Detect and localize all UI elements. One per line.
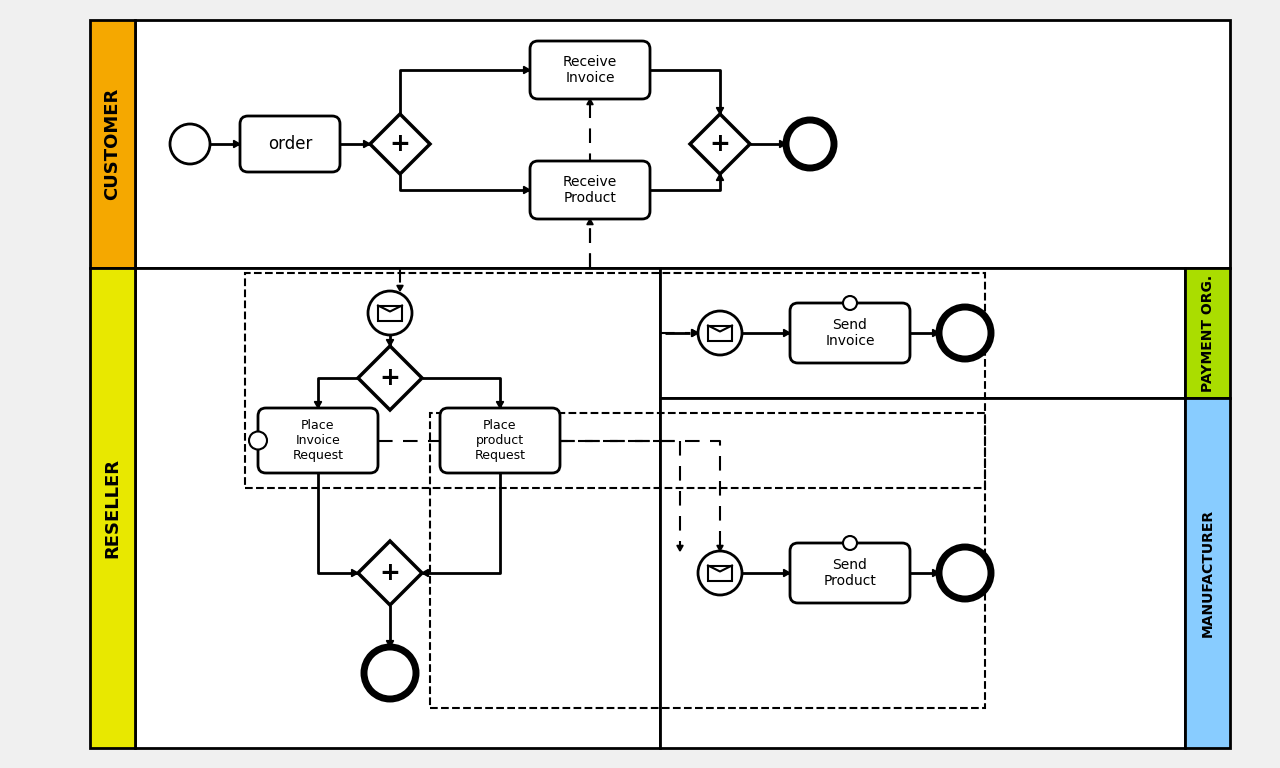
FancyBboxPatch shape [530,161,650,219]
Polygon shape [717,174,723,180]
Polygon shape [387,641,394,647]
Bar [90,20,134,268]
Text: MANUFACTURER: MANUFACTURER [1201,509,1215,637]
Polygon shape [397,286,403,291]
Bar [1185,398,1230,748]
Polygon shape [358,541,422,605]
Bar [660,268,1185,398]
Polygon shape [378,306,402,320]
Text: order: order [268,135,312,153]
Polygon shape [352,569,358,577]
Polygon shape [387,339,394,346]
Polygon shape [783,569,790,577]
Polygon shape [358,346,422,410]
Polygon shape [933,329,940,336]
FancyBboxPatch shape [259,408,378,473]
Text: RESELLER: RESELLER [104,458,122,558]
Polygon shape [586,219,593,224]
FancyBboxPatch shape [241,116,340,172]
Polygon shape [422,569,429,577]
FancyBboxPatch shape [790,303,910,363]
Circle shape [844,536,858,550]
FancyBboxPatch shape [440,408,561,473]
Bar [90,268,134,748]
Polygon shape [691,329,698,336]
Polygon shape [717,545,723,551]
Text: +: + [389,132,411,156]
Polygon shape [315,402,321,408]
Text: Send
Invoice: Send Invoice [826,318,874,348]
Text: Receive
Invoice: Receive Invoice [563,55,617,85]
Polygon shape [780,141,786,147]
Text: Place
Invoice
Request: Place Invoice Request [293,419,343,462]
Circle shape [369,291,412,335]
Polygon shape [933,569,940,577]
Polygon shape [364,141,370,147]
FancyBboxPatch shape [530,41,650,99]
Polygon shape [690,114,750,174]
Text: Send
Product: Send Product [823,558,877,588]
Polygon shape [524,66,530,74]
Text: Place
product
Request: Place product Request [475,419,526,462]
Bar [244,273,986,488]
Circle shape [940,547,991,599]
Text: PAYMENT ORG.: PAYMENT ORG. [1201,274,1215,392]
Polygon shape [717,108,723,114]
Bar [660,398,1185,748]
Polygon shape [708,326,732,340]
Text: Receive
Product: Receive Product [563,175,617,205]
Polygon shape [677,545,684,551]
Circle shape [698,551,742,595]
Bar [134,20,1230,268]
Polygon shape [708,565,732,581]
Circle shape [698,311,742,355]
Polygon shape [370,114,430,174]
Polygon shape [497,402,503,408]
FancyBboxPatch shape [790,543,910,603]
Circle shape [250,432,268,449]
Polygon shape [783,329,790,336]
Bar [430,413,986,708]
Text: +: + [709,132,731,156]
Circle shape [170,124,210,164]
Bar [134,268,660,748]
Text: +: + [380,366,401,390]
Polygon shape [691,329,698,336]
Polygon shape [233,141,241,147]
Polygon shape [524,187,530,194]
Circle shape [364,647,416,699]
Circle shape [940,307,991,359]
Bar [1185,268,1230,398]
Text: CUSTOMER: CUSTOMER [104,88,122,200]
Text: +: + [380,561,401,585]
Circle shape [786,120,835,168]
Polygon shape [586,99,593,104]
Circle shape [844,296,858,310]
